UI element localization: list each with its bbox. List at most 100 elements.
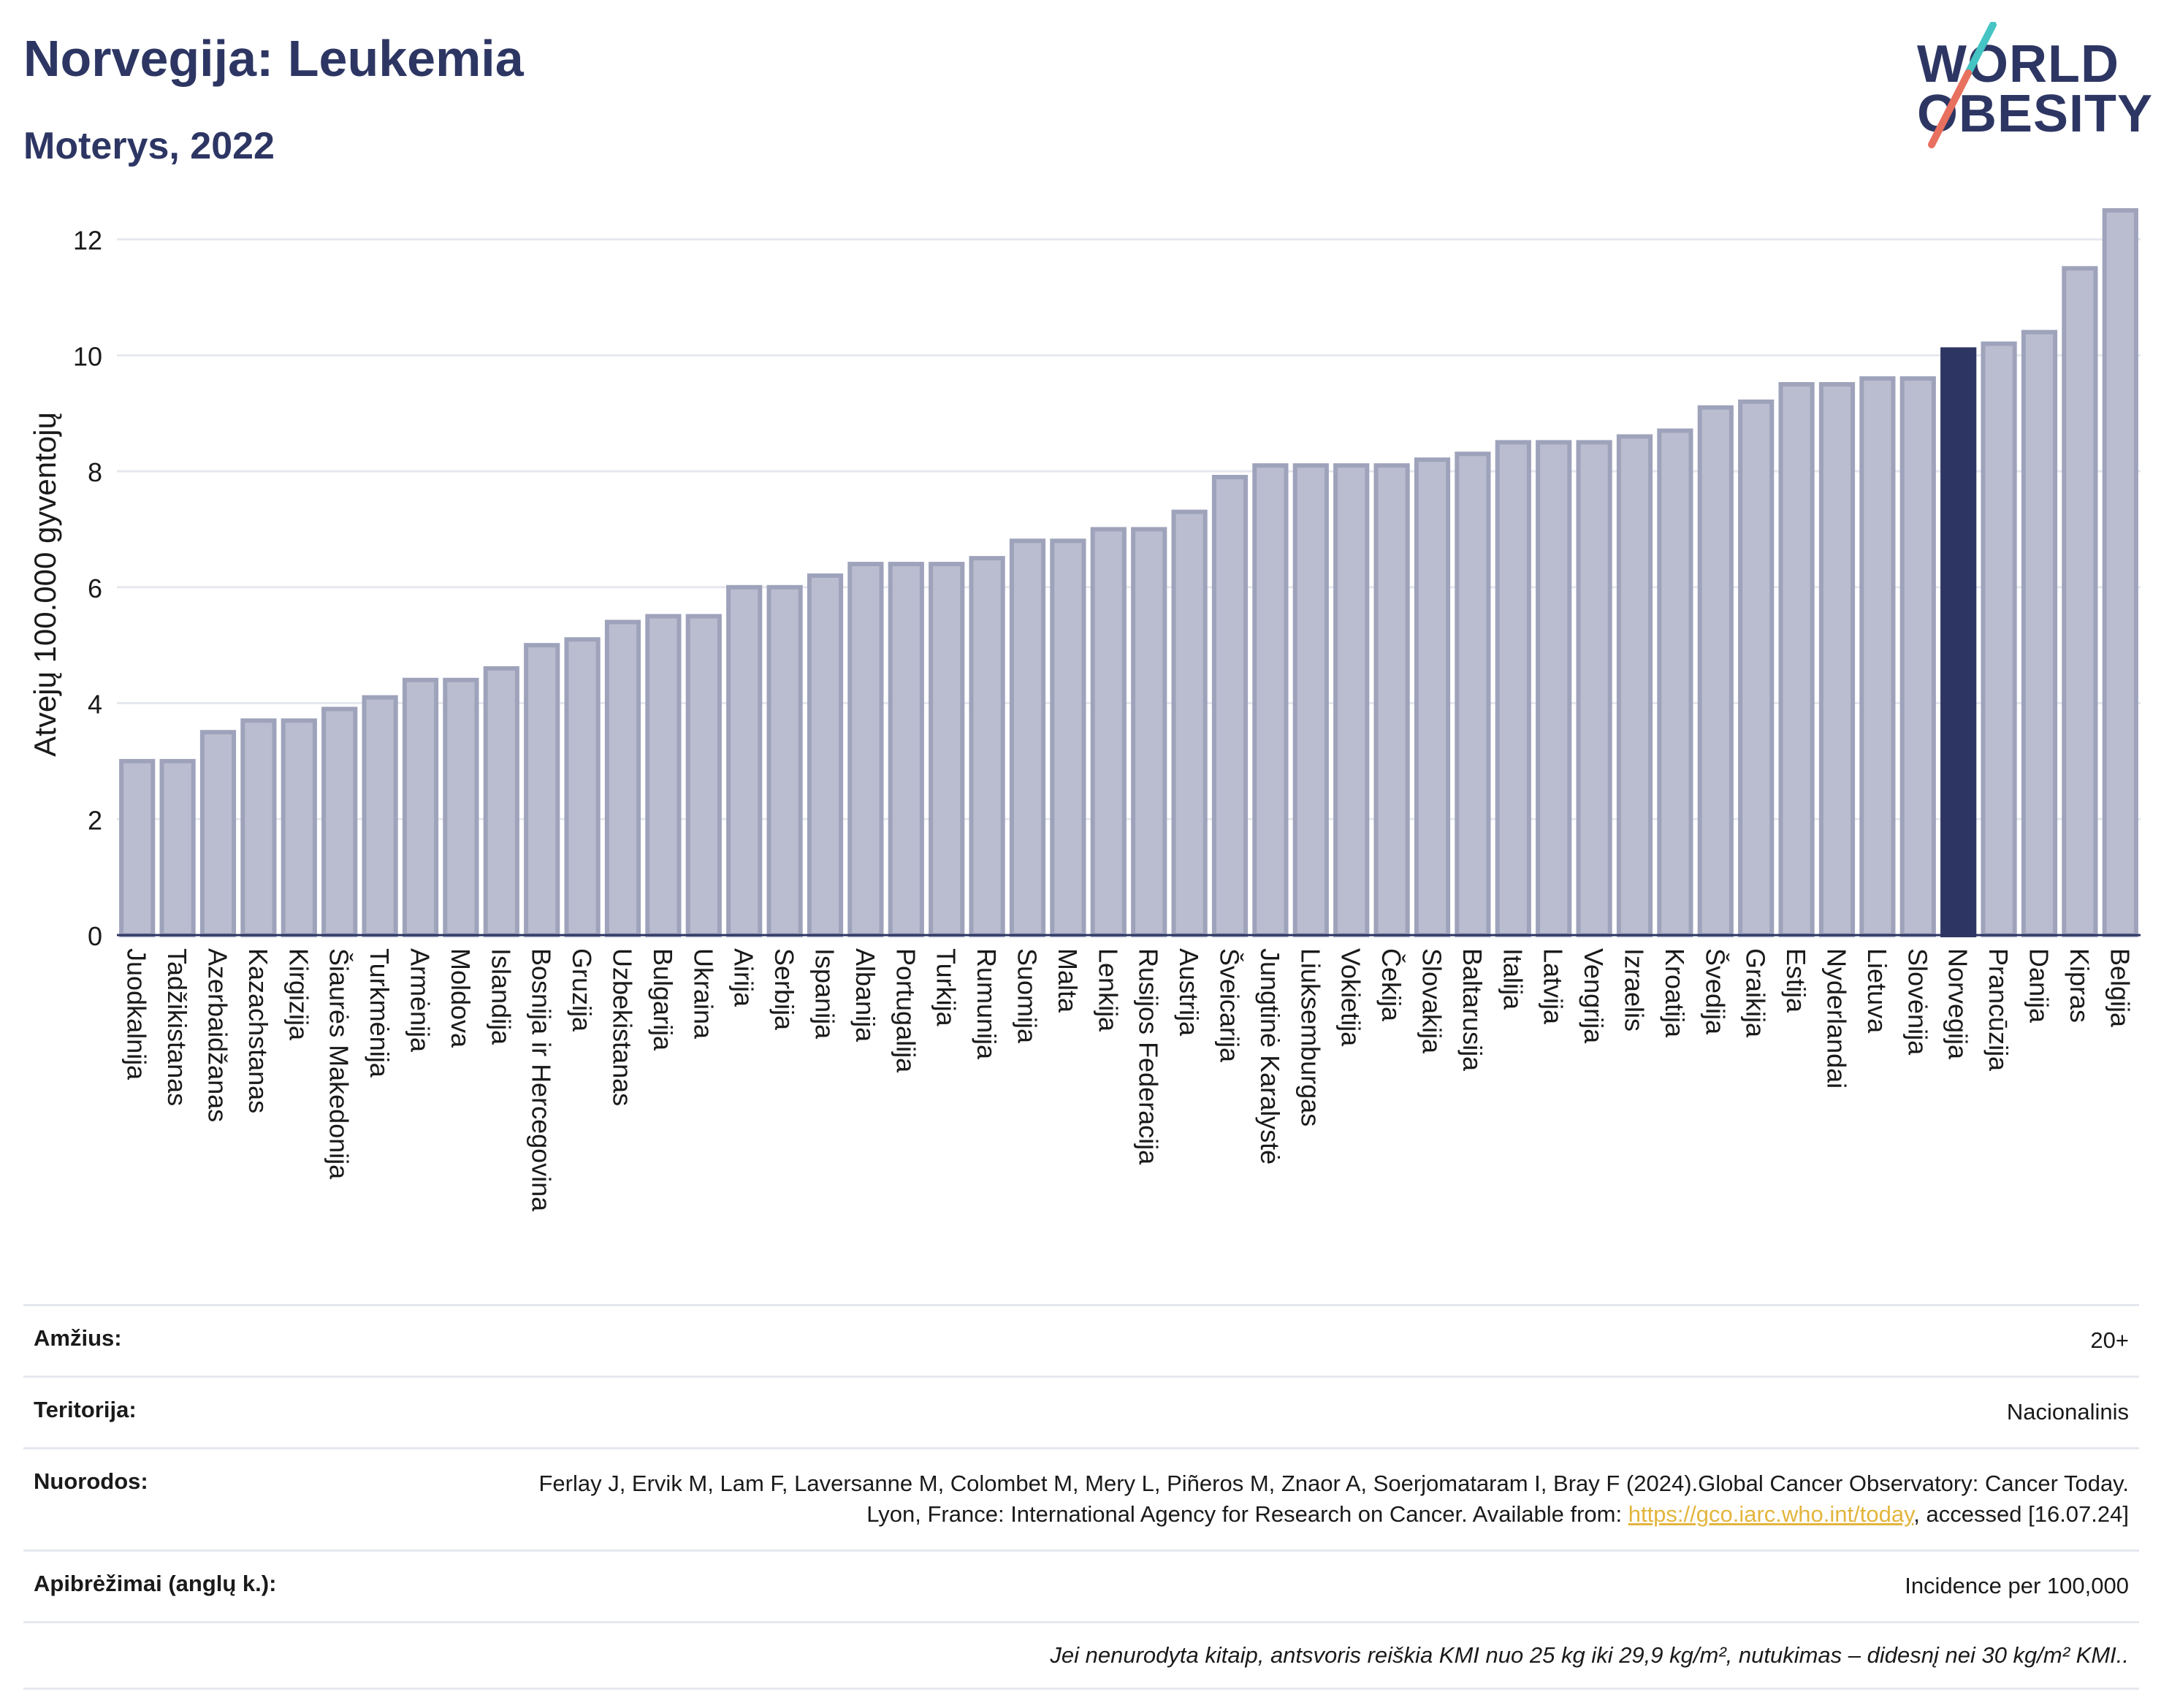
x-tick-label: Bosnija ir Hercegovina bbox=[527, 948, 557, 1212]
bar-17 bbox=[807, 573, 844, 938]
bar-42 bbox=[1818, 382, 1856, 937]
bar-45 bbox=[1940, 347, 1977, 937]
bar-31 bbox=[1373, 463, 1410, 937]
bar-26 bbox=[1171, 509, 1208, 937]
bar-49 bbox=[2102, 207, 2138, 937]
references-link[interactable]: https://gco.iarc.who.int/today bbox=[1628, 1501, 1914, 1528]
references-suffix: , accessed [16.07.24] bbox=[1913, 1501, 2129, 1528]
bar-48 bbox=[2062, 266, 2098, 938]
bar-chart: 0 2 4 6 8 10 12 Juodkalnija Tadžikistanas Azerbai… bbox=[28, 207, 2141, 1212]
definitions-label: Apibrėžimai (anglų k.): bbox=[34, 1571, 277, 1597]
logo-line-1: WORLD bbox=[1917, 35, 2119, 94]
bar-27 bbox=[1211, 475, 1249, 937]
x-tick-label: Serbija bbox=[769, 948, 799, 1031]
x-tick-label: Šiaurės Makedonija bbox=[324, 948, 354, 1180]
bar-39 bbox=[1697, 405, 1734, 937]
x-tick-label: Gruzija bbox=[567, 948, 597, 1032]
bar-2 bbox=[199, 730, 237, 937]
bar-40 bbox=[1738, 399, 1775, 938]
info-table: Amžius: 20+ Teritorija: Nacionalinis Nuo… bbox=[23, 1304, 2139, 1690]
x-tick-label: Baltarusija bbox=[1457, 948, 1487, 1072]
x-tick-label: Moldova bbox=[446, 948, 476, 1048]
references-value: Ferlay J, Ervik M, Lam F, Laversanne M, … bbox=[522, 1468, 2129, 1531]
x-tick-label: Nyderlandai bbox=[1822, 948, 1852, 1089]
age-value: 20+ bbox=[2090, 1327, 2129, 1353]
page-subtitle: Moterys, 2022 bbox=[23, 125, 275, 167]
bar-32 bbox=[1414, 457, 1451, 937]
x-tick-label: Airija bbox=[729, 948, 759, 1007]
bar-6 bbox=[362, 695, 398, 937]
bar-28 bbox=[1252, 463, 1289, 937]
bar-20 bbox=[929, 562, 965, 937]
x-tick-label: Armėnija bbox=[405, 948, 435, 1053]
bar-44 bbox=[1899, 376, 1936, 938]
x-tick-label: Estija bbox=[1781, 948, 1811, 1013]
x-tick-label: Kroatija bbox=[1660, 948, 1690, 1038]
x-tick-label: Kirgizija bbox=[283, 948, 313, 1041]
bar-3 bbox=[240, 718, 277, 937]
x-tick-label: Šveicarija bbox=[1215, 948, 1245, 1063]
y-tick-label: 8 bbox=[88, 457, 102, 487]
age-label: Amžius: bbox=[34, 1325, 122, 1351]
y-tick-label: 6 bbox=[88, 573, 102, 603]
x-tick-label: Jungtinė Karalystė bbox=[1255, 948, 1285, 1164]
bar-30 bbox=[1333, 463, 1370, 937]
bmi-note: Jei nenurodyta kitaip, antsvoris reiškia… bbox=[1050, 1642, 2129, 1668]
x-tick-label: Ukraina bbox=[688, 948, 718, 1040]
x-tick-label: Suomija bbox=[1013, 948, 1043, 1044]
y-tick-label: 10 bbox=[73, 341, 102, 371]
bar-24 bbox=[1090, 527, 1127, 937]
info-row-definitions: Apibrėžimai (anglų k.): Incidence per 10… bbox=[23, 1549, 2139, 1621]
references-label: Nuorodos: bbox=[34, 1468, 148, 1494]
x-tick-label: Juodkalnija bbox=[122, 948, 152, 1080]
bar-37 bbox=[1616, 434, 1653, 937]
y-tick-label: 2 bbox=[88, 805, 102, 835]
x-tick-label: Azerbaidžanas bbox=[203, 948, 233, 1122]
x-tick-label: Vokietija bbox=[1336, 948, 1366, 1047]
bar-43 bbox=[1859, 376, 1896, 938]
x-tick-label: Turkmėnija bbox=[365, 948, 395, 1078]
x-tick-label: Latvija bbox=[1539, 948, 1569, 1025]
bar-29 bbox=[1292, 463, 1329, 937]
bar-21 bbox=[969, 556, 1005, 937]
x-tick-label: Islandija bbox=[486, 948, 516, 1045]
x-tick-label: Prancūzija bbox=[1983, 948, 2013, 1072]
info-row-age: Amžius: 20+ bbox=[23, 1304, 2139, 1376]
definitions-value: Incidence per 100,000 bbox=[1905, 1573, 2129, 1599]
logo-slash-icon bbox=[1928, 22, 1997, 148]
x-tick-label: Tadžikistanas bbox=[162, 948, 192, 1106]
info-row-territory: Teritorija: Nacionalinis bbox=[23, 1375, 2139, 1447]
x-tick-label: Albanija bbox=[850, 948, 880, 1042]
bar-9 bbox=[483, 666, 519, 938]
bar-23 bbox=[1050, 538, 1086, 938]
x-tick-label: Uzbekistanas bbox=[608, 948, 638, 1106]
x-tick-label: Rumunija bbox=[972, 948, 1002, 1060]
bar-12 bbox=[604, 619, 641, 938]
bar-38 bbox=[1657, 428, 1693, 937]
y-axis-title: Atvejų 100.000 gyventojų bbox=[28, 412, 62, 757]
bar-22 bbox=[1009, 538, 1046, 938]
bar-35 bbox=[1536, 440, 1572, 937]
bar-18 bbox=[847, 562, 884, 937]
territory-label: Teritorija: bbox=[34, 1396, 137, 1422]
references-text: Ferlay J, Ervik M, Lam F, Laversanne M, … bbox=[538, 1470, 2129, 1528]
bar-11 bbox=[564, 637, 601, 937]
x-tick-label: Bulgarija bbox=[648, 948, 678, 1051]
bar-25 bbox=[1131, 527, 1167, 937]
x-tick-label: Liuksemburgas bbox=[1295, 948, 1325, 1126]
x-tick-label: Kipras bbox=[2065, 948, 2095, 1023]
bar-8 bbox=[443, 677, 479, 937]
y-tick-label: 12 bbox=[73, 226, 102, 256]
bar-46 bbox=[1981, 341, 2017, 937]
x-tick-label: Italija bbox=[1498, 948, 1528, 1010]
x-tick-label: Lietuva bbox=[1862, 948, 1892, 1034]
page-title: Norvegija: Leukemia bbox=[23, 30, 524, 87]
x-tick-label: Čekija bbox=[1376, 948, 1406, 1022]
bar-34 bbox=[1495, 440, 1531, 937]
x-tick-label: Lenkija bbox=[1093, 948, 1123, 1032]
y-tick-label: 0 bbox=[88, 921, 102, 951]
x-tick-label: Slovakija bbox=[1417, 948, 1447, 1054]
world-obesity-logo[interactable]: WORLD OBESITY bbox=[1907, 22, 2152, 153]
x-tick-label: Danija bbox=[2024, 948, 2054, 1023]
bar-15 bbox=[726, 584, 763, 937]
